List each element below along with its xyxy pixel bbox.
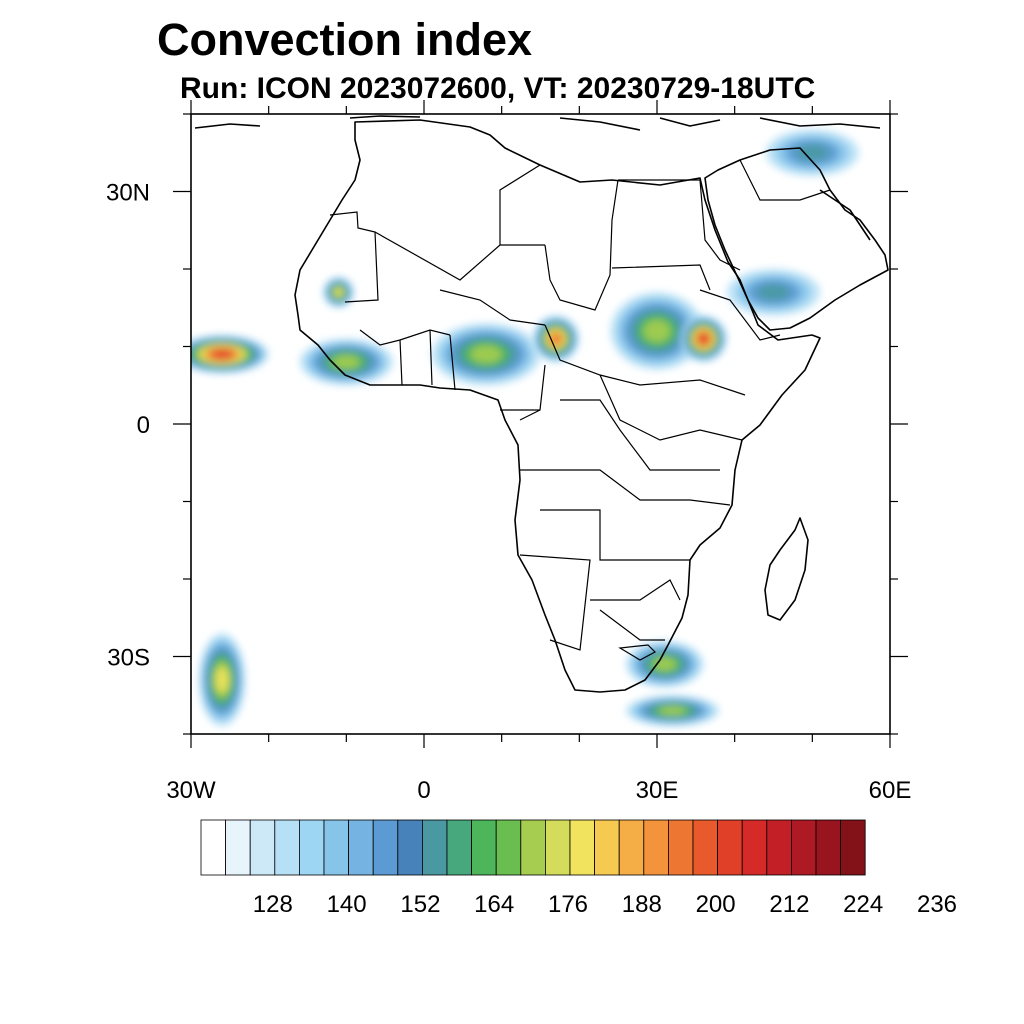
europe-coast: [194, 115, 881, 131]
colorbar-swatch: [348, 819, 374, 876]
colorbar-swatch: [692, 819, 719, 876]
plot-frame: [190, 113, 891, 735]
axis-ticks: [173, 100, 908, 748]
field-region-10: [198, 633, 246, 727]
colorbar-swatch: [249, 819, 276, 876]
colorbar-swatch: [545, 819, 571, 876]
colorbar-swatch: [569, 819, 596, 876]
colorbar-swatch: [840, 819, 866, 876]
colorbar-swatch: [520, 819, 546, 876]
lon-label: 30W: [166, 777, 216, 804]
field-contour: [643, 319, 671, 343]
field-region-1: [299, 338, 393, 386]
field-region-7: [726, 269, 821, 316]
colorbar-swatch: [717, 819, 743, 876]
colorbar-label: 128: [253, 891, 293, 918]
colorbar-swatch: [372, 819, 399, 876]
chart-subtitle: Run: ICON 2023072600, VT: 20230729-18UTC: [180, 72, 816, 105]
colorbar-label: 188: [622, 891, 662, 918]
persian-gulf: [819, 189, 871, 241]
chart-title: Convection index: [157, 14, 533, 65]
colorbar-swatch: [618, 819, 645, 876]
field-contour: [698, 333, 710, 345]
field-region-11: [625, 695, 720, 727]
colorbar-swatch: [421, 819, 448, 876]
colorbar-swatch: [594, 819, 620, 876]
field-region-0: [191, 334, 269, 374]
field-contour: [658, 706, 687, 716]
field-region-9: [625, 641, 704, 688]
colorbar-label: 140: [327, 891, 367, 918]
lon-label: 0: [417, 777, 430, 804]
colorbar-swatch: [225, 819, 251, 876]
coastlines: [194, 115, 889, 693]
colorbar-swatch: [200, 819, 227, 876]
lat-label: 30N: [106, 180, 150, 207]
colorbar-label: 176: [548, 891, 588, 918]
lon-label: 30E: [636, 777, 679, 804]
axis-labels: 30N 0 30S 30W 0 30E 60E: [106, 180, 911, 805]
madagascar: [764, 517, 809, 621]
field-contour: [211, 349, 234, 359]
colorbar-swatch: [643, 819, 669, 876]
colorbar-label: 224: [843, 891, 883, 918]
colorbar: 128 140 152 164 176 188 200 212 224 236: [200, 819, 957, 918]
africa-coastline: [294, 119, 821, 693]
field-contour: [470, 345, 502, 364]
field-region-8: [765, 129, 859, 176]
colorbar-label: 236: [917, 891, 957, 918]
field-contour: [795, 144, 830, 162]
colorbar-swatch: [446, 819, 473, 876]
country-borders: [329, 159, 831, 661]
colorbar-swatch: [766, 819, 792, 876]
colorbar-swatch: [741, 819, 768, 876]
field-region-5: [610, 292, 704, 370]
field-region-2: [323, 276, 355, 308]
field-region-3: [431, 323, 541, 386]
colorbar-swatch: [323, 819, 350, 876]
colorbar-swatch: [668, 819, 694, 876]
arabia-coastline: [704, 147, 889, 331]
field-contour: [332, 355, 360, 369]
field-region-4: [532, 315, 580, 362]
colorbar-swatch: [471, 819, 497, 876]
field-region-6: [680, 315, 727, 362]
lat-label: 0: [137, 412, 150, 439]
colorbar-label: 152: [400, 891, 440, 918]
lat-label: 30S: [107, 645, 150, 672]
convection-field: [191, 129, 859, 727]
colorbar-swatch: [791, 819, 817, 876]
field-contour: [334, 288, 343, 297]
lon-label: 60E: [869, 777, 912, 804]
colorbar-label: 212: [769, 891, 809, 918]
colorbar-label: 200: [696, 891, 736, 918]
colorbar-label: 164: [474, 891, 514, 918]
colorbar-swatch: [298, 819, 325, 876]
colorbar-swatch: [495, 819, 522, 876]
field-contour: [215, 667, 229, 693]
colorbar-swatch: [815, 819, 842, 876]
field-contour: [756, 283, 791, 301]
colorbar-swatch: [397, 819, 423, 876]
colorbar-swatch: [274, 819, 300, 876]
field-contour: [550, 333, 562, 345]
